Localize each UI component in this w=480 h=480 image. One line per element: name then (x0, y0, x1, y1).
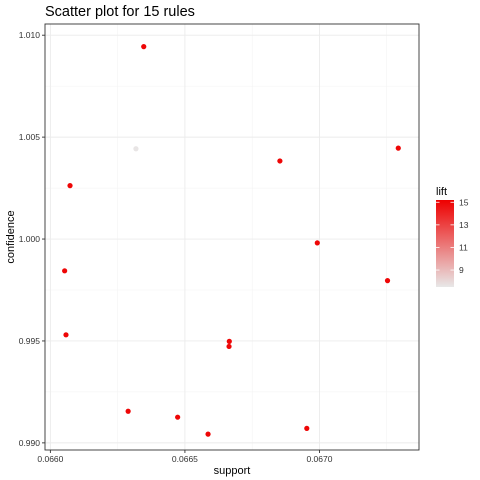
chart-title: Scatter plot for 15 rules (45, 4, 195, 20)
data-point (125, 408, 131, 414)
data-point (384, 278, 391, 284)
data-point (205, 431, 211, 437)
plot-border (44, 23, 420, 451)
y-axis: 0.990 0.995 1.000 1.005 1.010 (19, 30, 45, 448)
y-tick-label: 0.995 (19, 336, 41, 346)
data-points (62, 44, 401, 437)
data-point (67, 183, 73, 189)
data-point (175, 414, 181, 420)
data-point (133, 146, 139, 152)
data-point (277, 158, 283, 164)
legend-title: lift (436, 186, 447, 198)
x-tick-label: 0.0670 (306, 454, 332, 464)
y-tick-label: 1.010 (19, 30, 41, 40)
legend-tick-label: 13 (459, 220, 469, 230)
color-legend: lift 9 11 13 15 (436, 186, 469, 287)
y-axis-title: confidence (5, 210, 17, 263)
legend-tick-label: 9 (459, 265, 464, 275)
legend-ticks: 9 11 13 15 (436, 197, 469, 275)
x-axis: 0.0660 0.0665 0.0670 (37, 450, 333, 464)
major-grid (45, 24, 419, 450)
y-tick-label: 0.990 (19, 438, 41, 448)
plot-panel (45, 24, 419, 450)
data-point (141, 44, 147, 50)
legend-tick-label: 15 (459, 197, 469, 207)
legend-tick-label: 11 (459, 242, 468, 252)
legend-colorbar (436, 200, 454, 287)
x-tick-label: 0.0665 (172, 454, 198, 464)
data-point (304, 425, 310, 431)
data-point (62, 268, 68, 274)
x-axis-title: support (214, 465, 251, 477)
minor-grid (45, 24, 419, 450)
data-point (226, 343, 232, 350)
y-tick-label: 1.005 (19, 132, 41, 142)
y-tick-label: 1.000 (19, 234, 41, 244)
data-point (226, 338, 232, 344)
data-point (314, 240, 320, 246)
data-point (395, 145, 401, 151)
x-tick-label: 0.0660 (37, 454, 63, 464)
data-point (63, 332, 69, 338)
